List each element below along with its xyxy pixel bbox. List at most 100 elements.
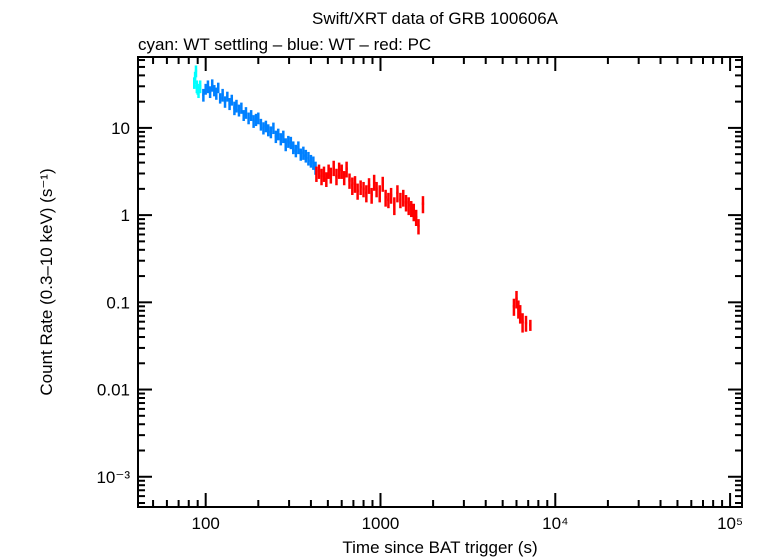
data-point bbox=[272, 122, 275, 135]
x-tick-label: 10⁴ bbox=[542, 514, 568, 533]
data-point bbox=[244, 107, 248, 119]
data-point bbox=[230, 94, 234, 106]
data-point bbox=[249, 110, 253, 121]
data-point bbox=[340, 164, 343, 179]
data-point bbox=[529, 319, 532, 331]
data-point bbox=[389, 187, 393, 204]
data-point bbox=[204, 83, 207, 95]
y-tick-label: 10 bbox=[111, 119, 130, 138]
data-point bbox=[329, 167, 333, 184]
data-point bbox=[393, 197, 396, 216]
data-point bbox=[252, 115, 255, 128]
x-axis-label: Time since BAT trigger (s) bbox=[342, 538, 537, 557]
chart-subtitle: cyan: WT settling – blue: WT – red: PC bbox=[138, 35, 431, 54]
data-point bbox=[335, 168, 338, 186]
data-point bbox=[262, 122, 265, 135]
data-point bbox=[304, 149, 308, 163]
data-point bbox=[274, 130, 278, 144]
data-point bbox=[307, 151, 310, 166]
data-point bbox=[294, 144, 298, 158]
data-point bbox=[315, 166, 318, 182]
data-point bbox=[351, 177, 354, 196]
data-point bbox=[206, 80, 210, 94]
data-point bbox=[524, 315, 528, 332]
data-point bbox=[322, 166, 326, 182]
data-point bbox=[404, 195, 408, 212]
data-point bbox=[348, 173, 351, 189]
data-point bbox=[264, 120, 268, 133]
data-point bbox=[384, 189, 387, 207]
data-point bbox=[228, 98, 231, 111]
data-point bbox=[396, 185, 399, 203]
data-point bbox=[309, 154, 313, 168]
data-point bbox=[421, 196, 425, 214]
data-point bbox=[269, 126, 273, 139]
data-point bbox=[317, 164, 321, 179]
data-point bbox=[284, 138, 287, 152]
y-tick-label: 0.01 bbox=[97, 381, 130, 400]
data-point bbox=[259, 118, 263, 131]
data-point bbox=[267, 124, 270, 137]
data-point bbox=[512, 298, 516, 316]
data-point bbox=[332, 160, 335, 177]
data-point bbox=[292, 141, 295, 155]
data-point bbox=[302, 146, 305, 160]
data-point bbox=[242, 110, 245, 121]
data-point bbox=[297, 141, 300, 155]
data-point bbox=[320, 168, 323, 186]
data-point bbox=[359, 180, 362, 196]
data-point bbox=[289, 136, 293, 150]
data-point bbox=[235, 99, 238, 113]
y-tick-label: 10⁻³ bbox=[96, 468, 130, 487]
data-point bbox=[198, 80, 202, 94]
data-point bbox=[226, 91, 229, 102]
data-point bbox=[216, 82, 220, 94]
data-point bbox=[337, 162, 341, 179]
x-tick-label: 10⁵ bbox=[717, 514, 743, 533]
data-point bbox=[381, 176, 384, 192]
data-point bbox=[240, 102, 243, 114]
data-point bbox=[362, 181, 365, 198]
chart-title: Swift/XRT data of GRB 100606A bbox=[312, 9, 559, 28]
data-point bbox=[208, 86, 212, 99]
data-point bbox=[194, 65, 198, 78]
y-tick-label: 0.1 bbox=[106, 293, 130, 312]
data-point bbox=[375, 181, 378, 198]
data-point bbox=[417, 219, 420, 235]
data-point bbox=[312, 156, 315, 170]
data-point bbox=[233, 101, 236, 116]
data-point bbox=[372, 174, 376, 191]
data-point bbox=[378, 185, 381, 203]
data-point bbox=[325, 172, 328, 188]
data-point bbox=[247, 112, 250, 125]
data-point bbox=[521, 313, 524, 333]
data-point bbox=[518, 305, 522, 324]
data-point bbox=[356, 183, 359, 200]
data-point bbox=[414, 209, 418, 227]
plot-frame bbox=[137, 56, 743, 508]
data-point bbox=[407, 197, 410, 216]
data-point bbox=[387, 192, 390, 209]
data-point bbox=[342, 171, 346, 186]
x-tick-label: 100 bbox=[191, 514, 219, 533]
x-tick-label: 1000 bbox=[362, 514, 400, 533]
data-point bbox=[221, 88, 224, 102]
data-point bbox=[367, 178, 371, 194]
data-point bbox=[223, 96, 227, 108]
data-point bbox=[218, 93, 222, 104]
y-tick-label: 1 bbox=[121, 206, 130, 225]
data-point bbox=[276, 128, 280, 141]
data-point bbox=[399, 192, 402, 209]
data-point bbox=[370, 187, 373, 204]
data-point bbox=[515, 290, 518, 309]
y-axis-label: Count Rate (0.3–10 keV) (s⁻¹) bbox=[37, 168, 56, 395]
data-point bbox=[279, 133, 283, 146]
data-point bbox=[210, 79, 214, 92]
data-point bbox=[254, 113, 258, 127]
data-point bbox=[402, 189, 405, 207]
data-point bbox=[412, 203, 416, 222]
data-point bbox=[353, 176, 357, 193]
data-point bbox=[365, 185, 368, 203]
data-point bbox=[299, 148, 303, 161]
